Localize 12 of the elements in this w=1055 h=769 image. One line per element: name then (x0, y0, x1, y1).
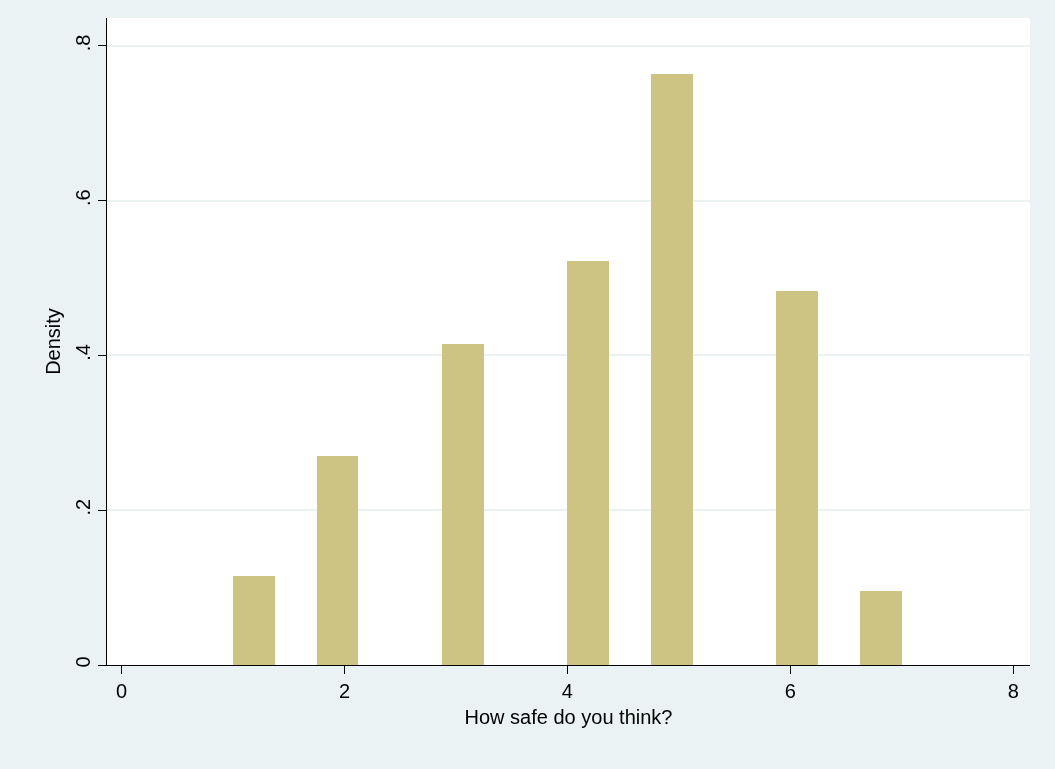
x-tick-label: 4 (561, 680, 573, 702)
x-axis-title: How safe do you think? (464, 705, 673, 728)
y-tick-label: 0 (72, 656, 94, 668)
y-axis-title: Density (41, 308, 64, 375)
x-tick-label: 8 (1007, 680, 1019, 702)
y-tick-label: .8 (72, 34, 94, 52)
x-tick-label: 0 (115, 680, 128, 702)
x-tick-label: 6 (784, 680, 796, 702)
y-tick-label: .6 (72, 189, 94, 206)
y-tick-label: .4 (72, 344, 94, 361)
y-tick-label: .2 (72, 498, 94, 516)
x-tick-label: 2 (338, 680, 350, 702)
